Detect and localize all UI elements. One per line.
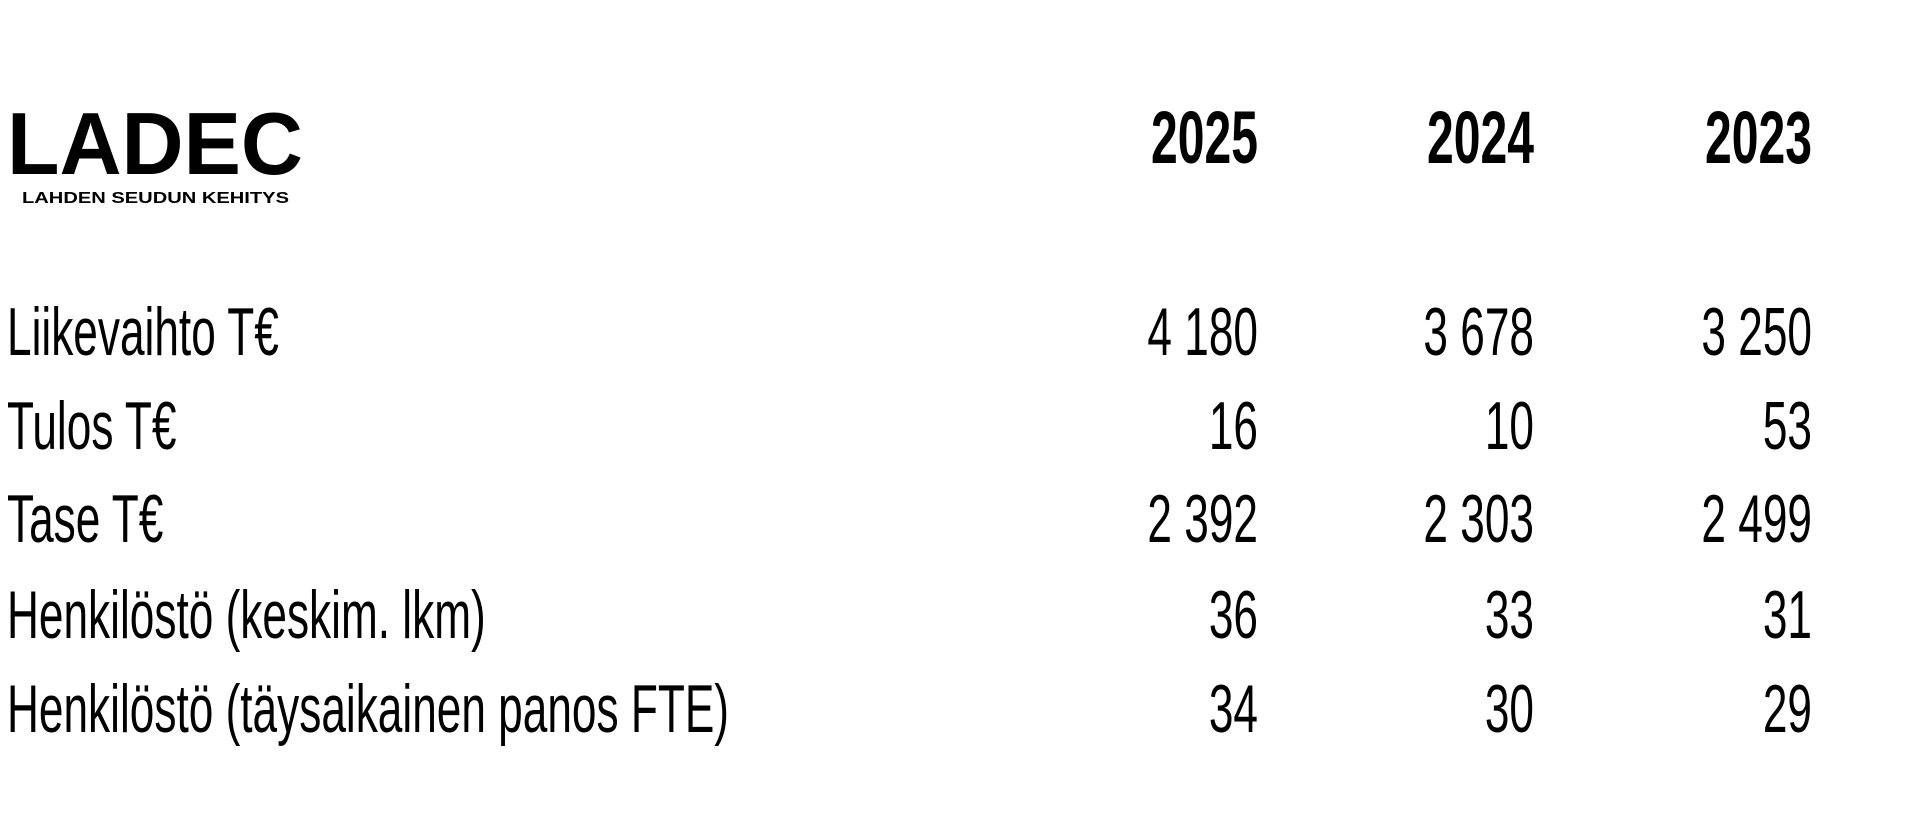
cell-value: 31 (1763, 578, 1812, 654)
row-label: Henkilöstö (keskim. lkm) (7, 578, 486, 654)
column-header: 2025 (1151, 98, 1258, 180)
cell-value: 33 (1485, 578, 1534, 654)
cell-value: 3 250 (1701, 295, 1812, 371)
column-header: 2023 (1705, 98, 1812, 180)
row-label: Tase T€ (7, 482, 163, 558)
row-label: Henkilöstö (täysaikainen panos FTE) (7, 672, 729, 748)
cell-value: 16 (1209, 389, 1258, 465)
cell-value: 3 678 (1423, 295, 1534, 371)
cell-value: 36 (1209, 578, 1258, 654)
cell-value: 2 499 (1701, 482, 1812, 558)
logo-tagline: LAHDEN SEUDUN KEHITYS (22, 190, 289, 207)
cell-value: 4 180 (1147, 295, 1258, 371)
column-header: 2024 (1427, 98, 1534, 180)
cell-value: 30 (1485, 672, 1534, 748)
logo-name: LADEC (7, 94, 303, 193)
cell-value: 2 392 (1147, 482, 1258, 558)
row-label: Tulos T€ (7, 389, 177, 465)
cell-value: 34 (1209, 672, 1258, 748)
cell-value: 10 (1485, 389, 1534, 465)
logo: LADEC LAHDEN SEUDUN KEHITYS (7, 94, 303, 207)
cell-value: 29 (1763, 672, 1812, 748)
cell-value: 53 (1763, 389, 1812, 465)
row-label: Liikevaihto T€ (7, 295, 279, 371)
cell-value: 2 303 (1423, 482, 1534, 558)
